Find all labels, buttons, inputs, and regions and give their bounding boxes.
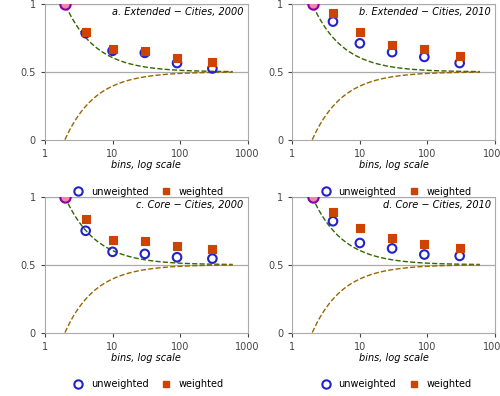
- Text: d. Core − Cities, 2010: d. Core − Cities, 2010: [383, 200, 491, 209]
- Point: [420, 251, 428, 258]
- Point: [62, 194, 70, 200]
- X-axis label: bins, log scale: bins, log scale: [358, 353, 428, 363]
- Point: [388, 49, 396, 55]
- Point: [329, 19, 337, 25]
- Point: [173, 60, 181, 66]
- Point: [208, 59, 216, 65]
- Point: [108, 48, 116, 54]
- Point: [329, 218, 337, 225]
- Point: [456, 253, 464, 259]
- Point: [82, 30, 90, 36]
- X-axis label: bins, log scale: bins, log scale: [112, 353, 182, 363]
- Point: [420, 54, 428, 60]
- Legend: unweighted, weighted: unweighted, weighted: [312, 183, 475, 200]
- X-axis label: bins, log scale: bins, log scale: [112, 160, 182, 170]
- Legend: unweighted, weighted: unweighted, weighted: [65, 375, 228, 393]
- Point: [208, 65, 216, 72]
- X-axis label: bins, log scale: bins, log scale: [358, 160, 428, 170]
- Point: [388, 235, 396, 242]
- Text: c. Core − Cities, 2000: c. Core − Cities, 2000: [136, 200, 244, 209]
- Point: [456, 245, 464, 251]
- Text: b. Extended − Cities, 2010: b. Extended − Cities, 2010: [359, 7, 491, 17]
- Point: [173, 55, 181, 61]
- Point: [356, 240, 364, 246]
- Point: [308, 1, 316, 7]
- Point: [329, 209, 337, 215]
- Legend: unweighted, weighted: unweighted, weighted: [65, 183, 228, 200]
- Point: [82, 228, 90, 234]
- Legend: unweighted, weighted: unweighted, weighted: [312, 375, 475, 393]
- Point: [329, 10, 337, 17]
- Point: [141, 48, 149, 54]
- Point: [62, 1, 70, 7]
- Point: [108, 237, 116, 244]
- Point: [108, 46, 116, 52]
- Point: [141, 238, 149, 244]
- Point: [356, 40, 364, 46]
- Point: [141, 251, 149, 257]
- Point: [82, 29, 90, 36]
- Point: [173, 243, 181, 249]
- Point: [456, 52, 464, 59]
- Point: [420, 46, 428, 52]
- Point: [356, 29, 364, 36]
- Point: [208, 255, 216, 262]
- Point: [141, 50, 149, 56]
- Point: [388, 42, 396, 49]
- Point: [108, 249, 116, 255]
- Point: [456, 60, 464, 66]
- Text: a. Extended − Cities, 2000: a. Extended − Cities, 2000: [112, 7, 244, 17]
- Point: [308, 194, 316, 200]
- Point: [388, 245, 396, 251]
- Point: [82, 216, 90, 223]
- Point: [420, 240, 428, 247]
- Point: [356, 225, 364, 231]
- Point: [173, 254, 181, 261]
- Point: [208, 246, 216, 252]
